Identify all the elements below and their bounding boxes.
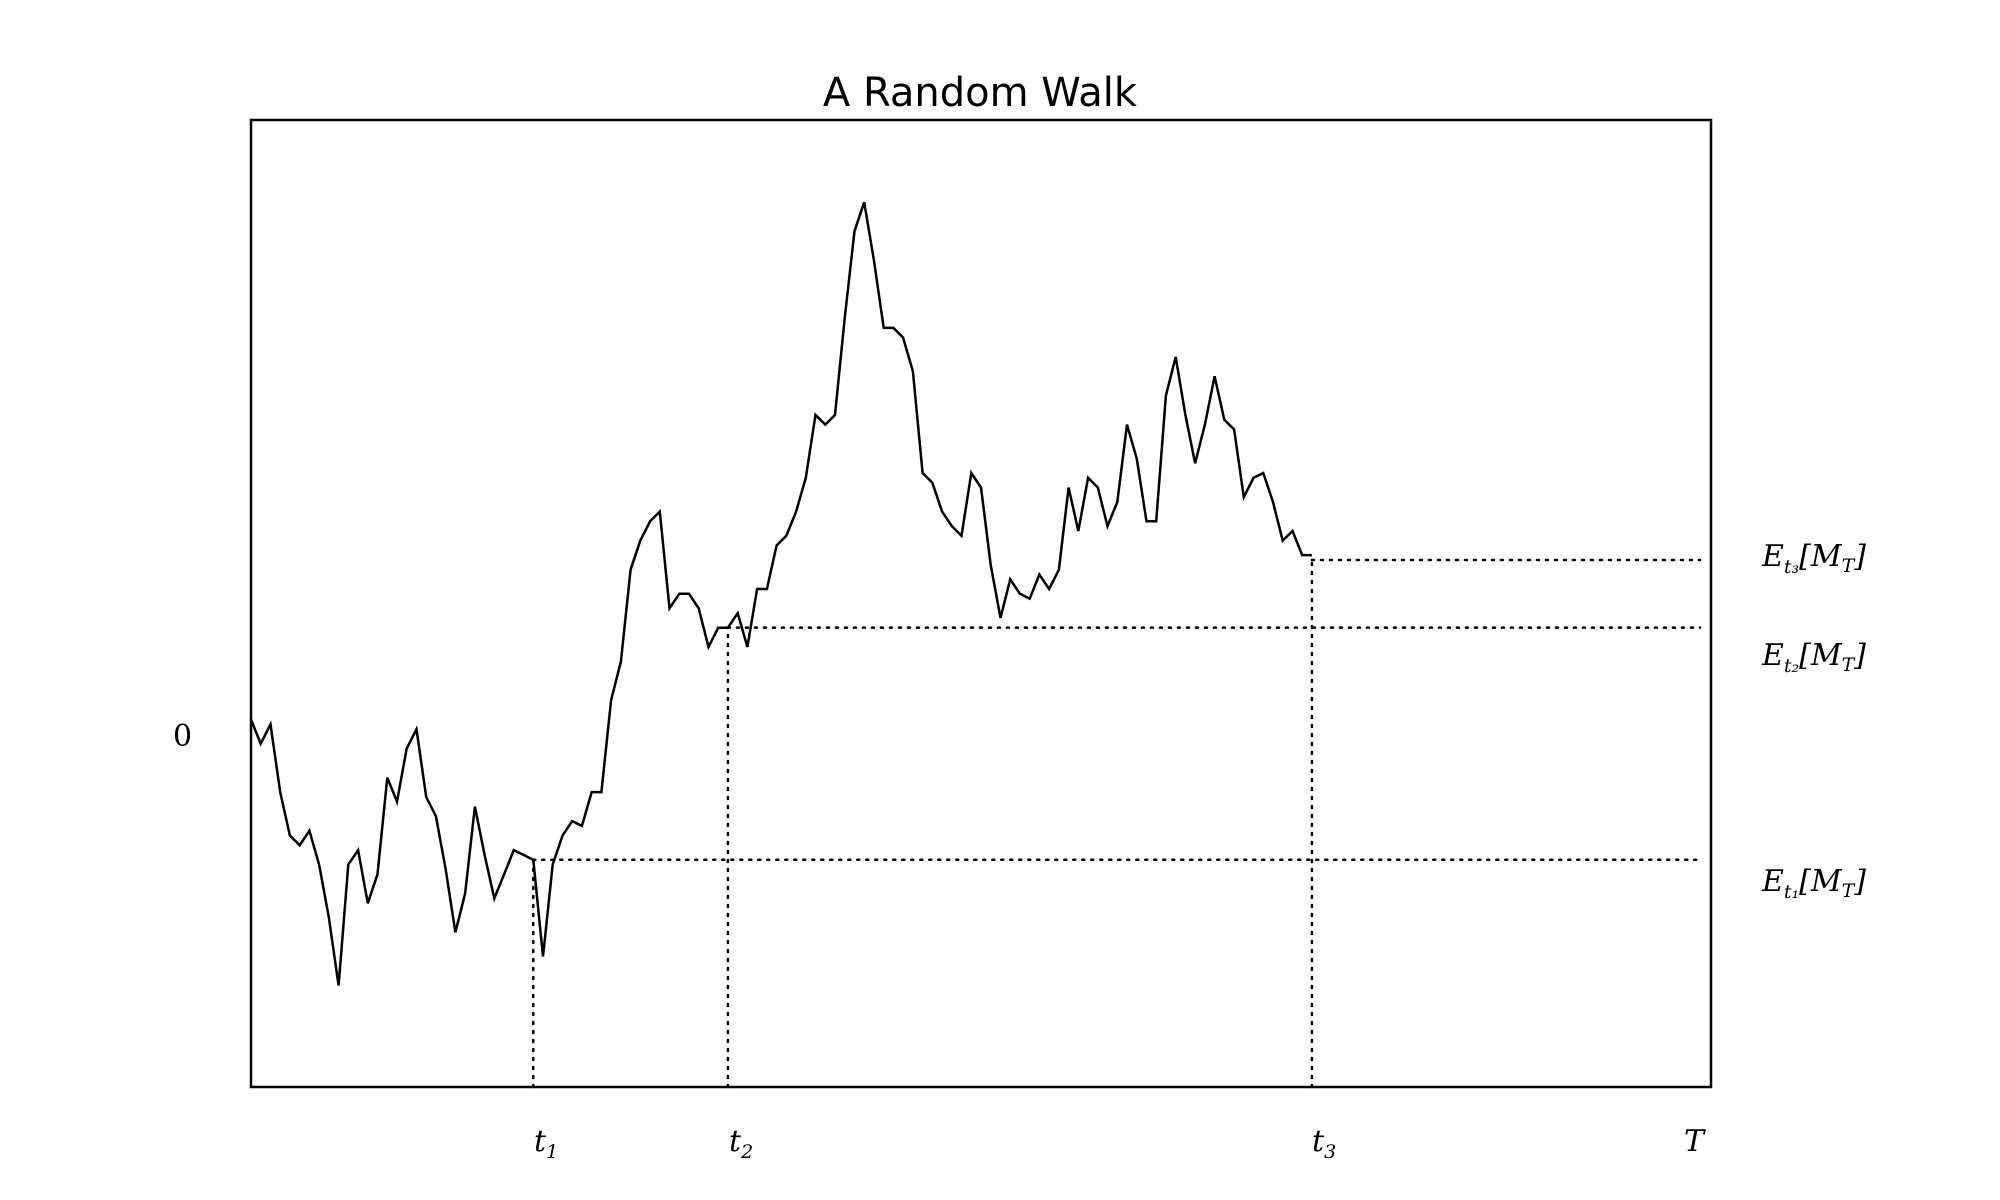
exp-t3-sub: t₃ xyxy=(1784,556,1799,578)
x-tick-t3-sub: 3 xyxy=(1324,1141,1336,1163)
exp-t3-bracket: [M xyxy=(1799,539,1843,574)
x-tick-T-base: T xyxy=(1684,1124,1706,1159)
expectation-label-t2: Et₂[MT] xyxy=(1761,638,1866,677)
exp-t2-bracket: [M xyxy=(1799,638,1843,673)
exp-t1-close: ] xyxy=(1853,864,1866,899)
exp-t3-base: E xyxy=(1761,539,1784,574)
exp-t1-bracket: [M xyxy=(1799,864,1843,899)
zero-label: 0 xyxy=(173,719,192,754)
x-tick-t3: t3 xyxy=(1312,1124,1336,1163)
plot-frame xyxy=(249,118,1713,1089)
exp-t2-close: ] xyxy=(1853,638,1866,673)
x-tick-t1-base: t xyxy=(534,1124,547,1159)
expectation-label-t1: Et₁[MT] xyxy=(1761,864,1866,903)
random-walk-line xyxy=(249,201,1312,986)
exp-t3-close: ] xyxy=(1853,539,1866,574)
exp-t2-base: E xyxy=(1761,638,1784,673)
expectation-label-t3: Et₃[MT] xyxy=(1761,539,1866,578)
exp-t2-sub: t₂ xyxy=(1784,655,1799,677)
expectation-guides xyxy=(532,558,1702,1089)
x-tick-t2-sub: 2 xyxy=(740,1141,753,1163)
x-tick-t2: t2 xyxy=(729,1124,753,1163)
chart-title: A Random Walk xyxy=(823,70,1138,116)
x-tick-t2-base: t xyxy=(729,1124,742,1159)
x-tick-t3-base: t xyxy=(1312,1124,1325,1159)
x-tick-t1: t1 xyxy=(534,1124,558,1163)
exp-t2-bsub: T xyxy=(1842,654,1856,676)
exp-t1-base: E xyxy=(1761,864,1784,899)
x-tick-t1-sub: 1 xyxy=(546,1141,558,1163)
exp-t1-sub: t₁ xyxy=(1784,881,1799,903)
exp-t3-bsub: T xyxy=(1842,555,1856,577)
exp-t1-bsub: T xyxy=(1842,880,1856,902)
x-tick-T: T xyxy=(1684,1124,1706,1159)
